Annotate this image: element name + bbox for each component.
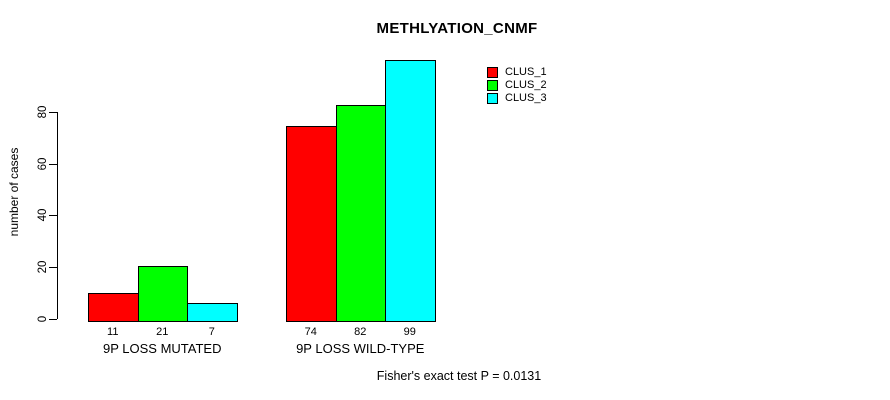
legend-label: CLUS_3 xyxy=(505,92,547,104)
y-tick-mark xyxy=(49,266,57,268)
legend-row: CLUS_3 xyxy=(487,92,547,105)
legend-label: CLUS_2 xyxy=(505,79,547,91)
y-tick-label: 60 xyxy=(37,157,49,171)
legend-swatch-clus_1 xyxy=(487,67,498,78)
bar-value-label: 11 xyxy=(107,326,119,338)
y-axis-line xyxy=(57,112,58,320)
bar-clus_2-2 xyxy=(335,105,386,322)
legend-row: CLUS_1 xyxy=(487,66,547,79)
y-tick-mark xyxy=(49,112,57,114)
y-tick-mark xyxy=(49,215,57,217)
fisher-test-note: Fisher's exact test P = 0.0131 xyxy=(376,369,542,383)
legend: CLUS_1 CLUS_2 CLUS_3 xyxy=(487,66,547,105)
bar-value-label: 82 xyxy=(354,326,367,338)
bar-clus_1-1 xyxy=(88,293,139,322)
bar-clus_2-1 xyxy=(137,266,188,322)
bar-value-label: 99 xyxy=(403,326,416,338)
bar-value-label: 74 xyxy=(304,326,317,338)
bar-clus_3-1 xyxy=(187,303,238,322)
y-tick-label: 0 xyxy=(37,315,49,322)
bar-clus_3-2 xyxy=(385,60,436,322)
x-category-label: 9P LOSS WILD-TYPE xyxy=(296,341,425,356)
y-tick-label: 80 xyxy=(37,105,49,119)
legend-swatch-clus_2 xyxy=(487,80,498,91)
y-axis-label: number of cases xyxy=(7,147,21,237)
bar-clus_1-2 xyxy=(286,126,337,322)
y-tick-label: 20 xyxy=(37,260,49,274)
chart-title: METHLYATION_CNMF xyxy=(376,20,538,37)
x-category-label: 9P LOSS MUTATED xyxy=(103,341,222,356)
y-tick-mark xyxy=(49,318,57,320)
bar-value-label: 21 xyxy=(156,326,169,338)
y-tick-label: 40 xyxy=(37,208,49,222)
legend-label: CLUS_1 xyxy=(505,66,547,78)
y-tick-mark xyxy=(49,163,57,165)
bar-value-label: 7 xyxy=(208,326,215,338)
legend-swatch-clus_3 xyxy=(487,93,498,104)
legend-row: CLUS_2 xyxy=(487,79,547,92)
